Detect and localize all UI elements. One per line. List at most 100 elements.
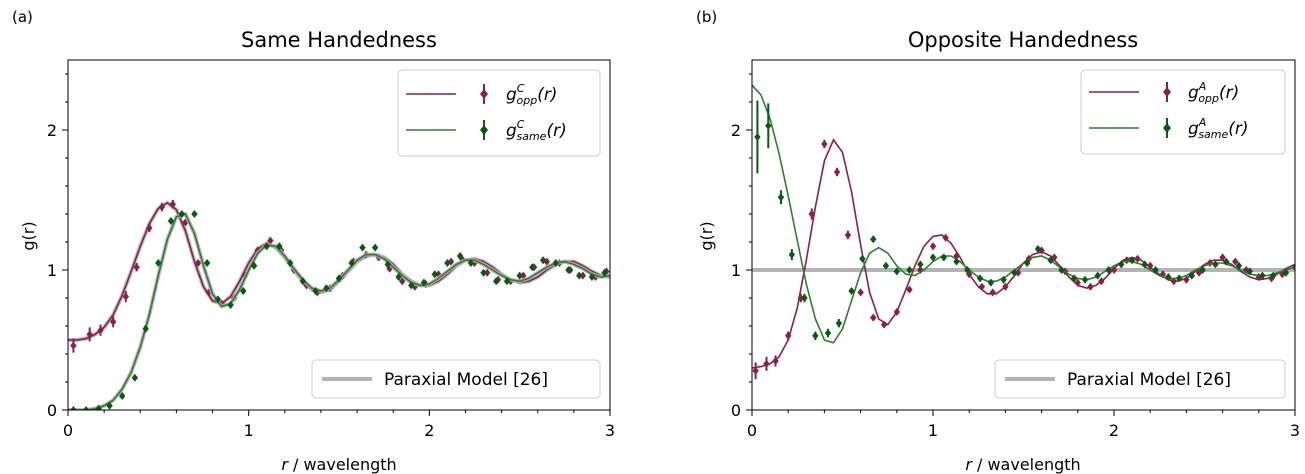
- data-point-same-b: [1047, 256, 1054, 265]
- data-point-same-a: [276, 242, 283, 251]
- data-point-same-a: [70, 406, 77, 410]
- legend-top-b: gA opp(r) gA same(r): [1080, 69, 1286, 155]
- data-point-opp-b: [1074, 278, 1081, 287]
- plot-area-b: [752, 84, 1295, 380]
- data-point-same-b: [1000, 275, 1007, 284]
- data-point-same-b: [1188, 271, 1196, 280]
- data-point-opp-a: [579, 271, 587, 280]
- data-point-opp-b: [870, 313, 877, 322]
- data-point-same-a: [467, 259, 475, 267]
- legend-label-same-a: gC same(r): [506, 118, 567, 143]
- data-point-same-b: [987, 278, 995, 287]
- legend-marker-opp-a: [480, 89, 488, 99]
- data-point-same-a: [516, 271, 523, 280]
- y-tick-label-a: 2: [47, 121, 57, 140]
- data-point-same-a: [384, 260, 391, 269]
- data-point-same-b: [1023, 259, 1031, 267]
- x-tick-label-a: 0: [63, 421, 73, 440]
- data-point-same-b: [835, 319, 843, 328]
- axes-frame-b: [751, 59, 1296, 411]
- data-point-same-a: [480, 268, 487, 277]
- data-point-opp-b: [942, 233, 949, 242]
- legend-label-opp-a: gC opp(r): [506, 82, 557, 107]
- data-point-same-b: [1034, 245, 1042, 253]
- data-point-same-a: [601, 268, 608, 277]
- data-point-same-b: [1199, 266, 1206, 274]
- data-point-same-a: [155, 259, 162, 267]
- data-point-same-a: [178, 210, 186, 218]
- legend-bottom-b: Paraxial Model [26]: [994, 359, 1286, 399]
- data-point-same-b: [1118, 260, 1125, 269]
- data-point-same-a: [214, 295, 222, 304]
- panel-a: (a) Same Handedness g(r) r / wavelength …: [12, 8, 615, 474]
- data-point-same-b: [1152, 266, 1159, 274]
- data-point-same-b: [1105, 266, 1112, 274]
- legend-label-paraxial-b: Paraxial Model [26]: [1067, 370, 1231, 390]
- data-point-opp-b: [797, 294, 805, 302]
- data-point-opp-b: [1098, 277, 1105, 286]
- data-point-opp-b: [953, 252, 960, 260]
- data-point-opp-b: [772, 357, 779, 365]
- data-point-opp-b: [1268, 274, 1275, 283]
- y-tick-label-b: 0: [731, 401, 741, 420]
- data-point-opp-b: [1147, 261, 1154, 270]
- data-point-opp-a: [109, 317, 117, 326]
- data-point-same-b: [824, 329, 832, 337]
- data-point-opp-a: [86, 330, 93, 339]
- y-tick-label-b: 2: [731, 121, 741, 140]
- data-point-same-b: [1282, 268, 1290, 277]
- data-point-opp-b: [752, 366, 759, 375]
- data-point-same-b: [940, 253, 948, 262]
- data-point-opp-b: [1195, 268, 1203, 277]
- data-point-same-b: [906, 266, 913, 274]
- data-point-same-b: [1081, 275, 1089, 284]
- data-point-opp-a: [194, 259, 202, 267]
- data-point-same-b: [1011, 268, 1018, 277]
- data-point-same-a: [287, 259, 294, 267]
- data-point-same-a: [588, 273, 596, 281]
- series-line-same-b: [752, 84, 1295, 344]
- data-point-opp-b: [1134, 254, 1141, 263]
- data-point-opp-b: [1183, 275, 1190, 284]
- data-point-same-a: [106, 401, 113, 410]
- data-point-same-b: [1141, 260, 1148, 269]
- x-tick-label-a: 2: [424, 421, 434, 440]
- data-point-opp-b: [989, 288, 996, 297]
- data-point-opp-a: [97, 326, 104, 335]
- x-tick-label-b: 3: [1290, 421, 1300, 440]
- x-axis-label-a: r / wavelength: [281, 455, 396, 474]
- y-tick-label-a: 1: [47, 261, 57, 280]
- legend-marker-opp-b: [1163, 87, 1171, 97]
- data-point-opp-b: [785, 331, 792, 340]
- data-point-same-a: [444, 259, 451, 267]
- data-point-same-b: [929, 253, 937, 262]
- legend-label-same-b: gA same(r): [1188, 116, 1249, 141]
- data-point-opp-b: [880, 320, 888, 329]
- data-point-opp-b: [763, 359, 770, 368]
- data-point-opp-b: [929, 242, 937, 251]
- data-point-same-b: [801, 294, 808, 302]
- data-point-same-a: [263, 242, 270, 251]
- data-point-opp-b: [1051, 253, 1058, 262]
- data-point-same-a: [456, 252, 464, 260]
- data-point-same-b: [848, 287, 855, 295]
- data-point-opp-a: [267, 236, 274, 245]
- chart-title-a: Same Handedness: [241, 28, 437, 52]
- data-point-same-a: [431, 270, 438, 279]
- data-point-opp-b: [1219, 253, 1226, 262]
- legend-box-b: [1080, 69, 1286, 155]
- data-point-same-a: [250, 261, 258, 270]
- data-point-same-b: [788, 250, 796, 259]
- data-point-same-b: [870, 235, 877, 244]
- data-point-opp-a: [158, 203, 166, 211]
- data-point-same-a: [371, 243, 379, 252]
- data-point-same-b: [777, 193, 785, 202]
- legend-top-a: gC opp(r) gC same(r): [397, 69, 601, 157]
- data-point-opp-b: [857, 288, 864, 297]
- data-point-same-b: [1165, 273, 1172, 281]
- y-tick-label-b: 1: [731, 261, 741, 280]
- data-point-same-b: [1128, 256, 1136, 265]
- panel-label-a: (a): [12, 8, 33, 26]
- x-tick-label-a: 1: [244, 421, 254, 440]
